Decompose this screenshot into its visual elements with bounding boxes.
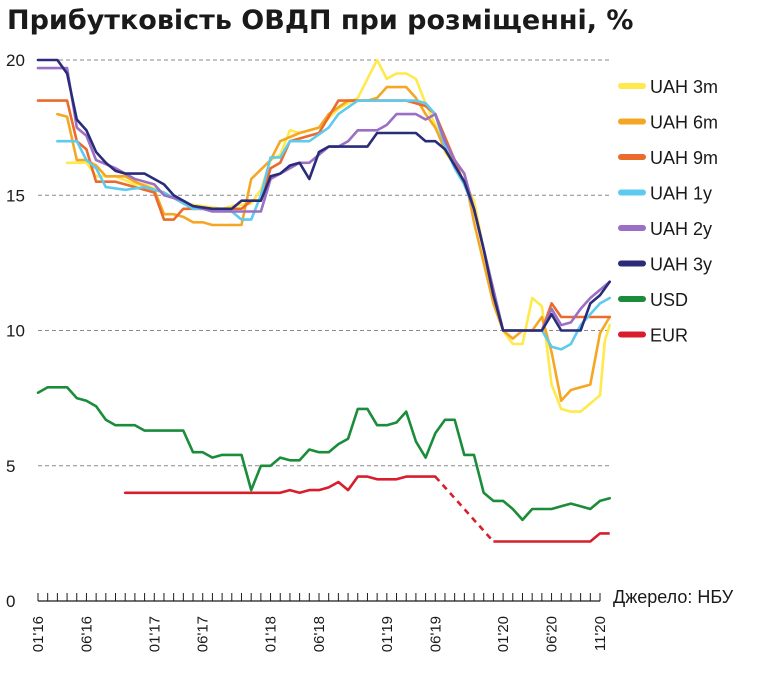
x-tick-label: 11'20 [592,616,609,651]
legend-label: UAH 6m [650,113,718,133]
y-tick-label: 0 [6,592,15,611]
x-tick-label: 01'17 [146,616,163,652]
series-line-eur-tail [493,532,610,543]
series-line-uah-1y [56,99,611,351]
legend-label: UAH 3m [650,77,718,97]
x-tick-label: 01'20 [495,616,512,652]
legend-label: UAH 3y [650,255,712,275]
legend: UAH 3m UAH 6m UAH 9m UAH 1y UAH 2y UAH 3y USD E… [618,77,718,346]
x-tick-label: 06'20 [544,616,561,652]
chart-title: Прибутковість ОВДП при розміщенні, % [7,5,633,36]
y-tick-label: 20 [6,51,25,70]
x-tick-label: 01'19 [379,616,396,652]
legend-label: UAH 1y [650,184,712,204]
series-line-uah-6m [56,85,611,403]
series-line-uah-3y [36,58,611,332]
series-line-usd [36,386,611,522]
series-line-eur-dashed [434,475,495,543]
y-tick-label: 5 [6,457,15,476]
legend-label: UAH 2y [650,219,712,239]
series-line-uah-9m [36,99,611,332]
source-note: Джерело: НБУ [613,587,734,607]
series-line-uah-2y [36,66,611,332]
x-axis: 01'16 06'16 01'17 06'17 01'18 06'18 01'19 06'19… [30,593,609,652]
x-tick-label: 06'19 [427,616,444,652]
x-tick-label: 01'18 [263,616,280,652]
legend-label: USD [650,290,688,310]
x-tick-label: 06'17 [195,616,212,652]
x-tick-label: 06'16 [78,616,95,652]
legend-label: EUR [650,326,688,346]
legend-label: UAH 9m [650,148,718,168]
x-tick-label: 01'16 [30,616,47,652]
x-tick-label: 06'18 [311,616,328,652]
series-line-eur [123,475,437,495]
y-tick-label: 10 [6,322,25,341]
series-lines [36,58,611,543]
y-axis: 0 5 10 15 20 [6,51,25,611]
y-tick-label: 15 [6,186,25,205]
